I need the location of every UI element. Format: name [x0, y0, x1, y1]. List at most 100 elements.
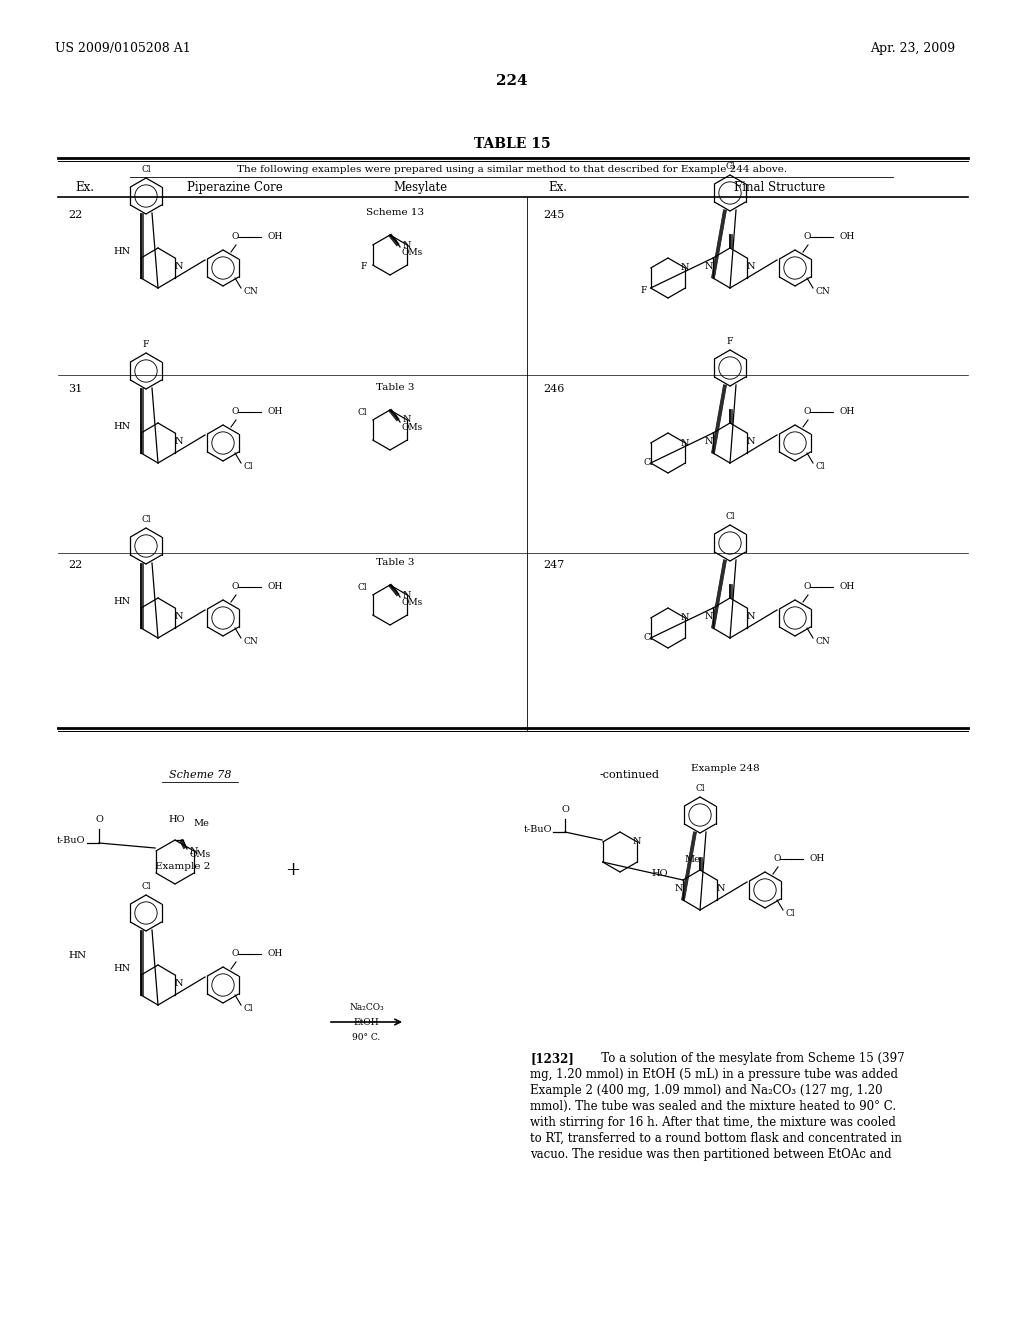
Text: 247: 247	[543, 560, 564, 570]
Text: Cl: Cl	[643, 634, 652, 642]
Text: N: N	[717, 884, 725, 894]
Text: Cl: Cl	[141, 882, 151, 891]
Text: N: N	[746, 612, 756, 620]
Text: O: O	[231, 582, 239, 591]
Text: 31: 31	[68, 384, 82, 393]
Text: Cl: Cl	[358, 583, 368, 591]
Text: HN: HN	[114, 247, 131, 256]
Text: N: N	[746, 437, 756, 446]
Text: to RT, transferred to a round bottom flask and concentrated in: to RT, transferred to a round bottom fla…	[530, 1133, 902, 1144]
Text: O: O	[231, 407, 239, 416]
Text: HN: HN	[114, 964, 131, 973]
Text: O: O	[803, 407, 811, 416]
Text: 22: 22	[68, 210, 82, 220]
Text: F: F	[640, 286, 646, 294]
Text: Apr. 23, 2009: Apr. 23, 2009	[870, 42, 955, 55]
Text: The following examples were prepared using a similar method to that described fo: The following examples were prepared usi…	[237, 165, 787, 174]
Text: Cl: Cl	[785, 909, 795, 917]
Text: N: N	[746, 261, 756, 271]
Text: OH: OH	[268, 582, 284, 591]
Text: OH: OH	[840, 582, 855, 591]
Text: Na₂CO₃: Na₂CO₃	[349, 1003, 384, 1012]
Text: HO: HO	[169, 814, 185, 824]
Text: N: N	[403, 240, 412, 249]
Text: -continued: -continued	[600, 770, 660, 780]
Text: +: +	[286, 861, 300, 879]
Text: N: N	[175, 612, 183, 620]
Text: CN: CN	[815, 638, 829, 645]
Text: EtOH: EtOH	[353, 1018, 379, 1027]
Text: OH: OH	[268, 407, 284, 416]
Text: with stirring for 16 h. After that time, the mixture was cooled: with stirring for 16 h. After that time,…	[530, 1115, 896, 1129]
Text: mmol). The tube was sealed and the mixture heated to 90° C.: mmol). The tube was sealed and the mixtu…	[530, 1100, 896, 1113]
Text: CN: CN	[243, 286, 258, 296]
Text: N: N	[403, 416, 412, 425]
Text: HO: HO	[651, 869, 669, 878]
Text: O: O	[561, 805, 569, 814]
Text: Ex.: Ex.	[75, 181, 94, 194]
Text: O: O	[803, 232, 811, 242]
Text: O: O	[95, 814, 103, 824]
Text: N: N	[675, 884, 683, 894]
Text: Final Structure: Final Structure	[734, 181, 825, 194]
Text: N: N	[175, 979, 183, 987]
Text: Example 2 (400 mg, 1.09 mmol) and Na₂CO₃ (127 mg, 1.20: Example 2 (400 mg, 1.09 mmol) and Na₂CO₃…	[530, 1084, 883, 1097]
Text: US 2009/0105208 A1: US 2009/0105208 A1	[55, 42, 190, 55]
Text: O: O	[773, 854, 780, 863]
Text: Piperazine Core: Piperazine Core	[187, 181, 283, 194]
Text: O: O	[803, 582, 811, 591]
Text: OH: OH	[840, 232, 855, 242]
Text: Cl: Cl	[695, 784, 705, 793]
Text: Cl: Cl	[141, 165, 151, 174]
Text: F: F	[360, 261, 367, 271]
Text: OMs: OMs	[401, 598, 422, 607]
Text: 224: 224	[497, 74, 527, 88]
Text: N: N	[705, 261, 714, 271]
Text: 245: 245	[543, 210, 564, 220]
Text: OMs: OMs	[189, 850, 210, 859]
Text: HN: HN	[68, 950, 86, 960]
Text: Cl: Cl	[725, 512, 735, 521]
Text: Me: Me	[193, 818, 209, 828]
Text: F: F	[142, 341, 150, 348]
Text: N: N	[705, 612, 714, 620]
Text: Scheme 13: Scheme 13	[366, 209, 424, 216]
Text: CN: CN	[243, 638, 258, 645]
Text: Example 2: Example 2	[156, 862, 211, 871]
Text: Mesylate: Mesylate	[393, 181, 447, 194]
Text: Cl: Cl	[141, 515, 151, 524]
Text: vacuo. The residue was then partitioned between EtOAc and: vacuo. The residue was then partitioned …	[530, 1148, 892, 1162]
Text: 22: 22	[68, 560, 82, 570]
Text: Cl: Cl	[643, 458, 652, 467]
Text: OH: OH	[268, 949, 284, 958]
Text: t-BuO: t-BuO	[523, 825, 552, 834]
Text: Cl: Cl	[243, 1005, 253, 1012]
Text: OH: OH	[810, 854, 825, 863]
Text: CN: CN	[815, 286, 829, 296]
Text: To a solution of the mesylate from Scheme 15 (397: To a solution of the mesylate from Schem…	[590, 1052, 904, 1065]
Text: TABLE 15: TABLE 15	[474, 137, 550, 150]
Text: O: O	[231, 949, 239, 958]
Text: Table 3: Table 3	[376, 558, 415, 568]
Text: t-BuO: t-BuO	[56, 836, 85, 845]
Text: OH: OH	[268, 232, 284, 242]
Text: N: N	[681, 264, 689, 272]
Text: mg, 1.20 mmol) in EtOH (5 mL) in a pressure tube was added: mg, 1.20 mmol) in EtOH (5 mL) in a press…	[530, 1068, 898, 1081]
Text: OMs: OMs	[401, 248, 422, 257]
Text: Table 3: Table 3	[376, 383, 415, 392]
Text: Cl: Cl	[243, 462, 253, 471]
Text: N: N	[189, 846, 199, 855]
Text: 246: 246	[543, 384, 564, 393]
Text: HN: HN	[114, 597, 131, 606]
Text: Scheme 78: Scheme 78	[169, 770, 231, 780]
Text: [1232]: [1232]	[530, 1052, 573, 1065]
Text: N: N	[175, 261, 183, 271]
Text: O: O	[231, 232, 239, 242]
Text: OMs: OMs	[401, 422, 422, 432]
Text: Me: Me	[684, 855, 700, 865]
Text: Ex.: Ex.	[548, 181, 567, 194]
Text: N: N	[403, 590, 412, 599]
Text: N: N	[681, 438, 689, 447]
Text: OH: OH	[840, 407, 855, 416]
Text: N: N	[705, 437, 714, 446]
